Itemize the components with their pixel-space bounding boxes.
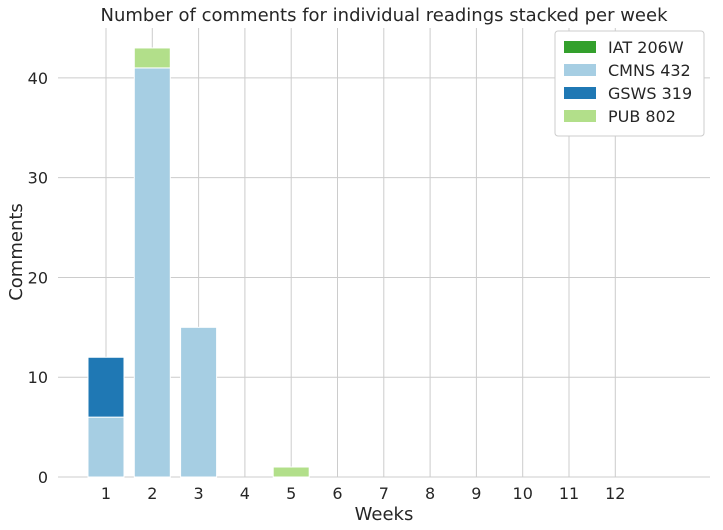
y-tick-label: 20 (28, 268, 48, 287)
y-tick-label: 0 (38, 468, 48, 487)
legend-swatch (564, 41, 596, 53)
y-tick-label: 40 (28, 69, 48, 88)
x-tick-label: 5 (286, 484, 296, 503)
x-tick-label: 2 (147, 484, 157, 503)
legend-label: IAT 206W (608, 38, 684, 57)
legend-label: PUB 802 (608, 107, 676, 126)
legend-swatch (564, 110, 596, 122)
chart-title: Number of comments for individual readin… (100, 5, 668, 26)
bar-segment (87, 356, 125, 418)
y-tick-label: 10 (28, 368, 48, 387)
x-tick-label: 9 (471, 484, 481, 503)
legend-label: CMNS 432 (608, 61, 691, 80)
x-tick-label: 3 (194, 484, 204, 503)
y-axis-label: Comments (6, 203, 27, 301)
x-tick-label: 10 (513, 484, 533, 503)
x-tick-label: 12 (605, 484, 625, 503)
x-tick-label: 11 (559, 484, 579, 503)
legend-box (554, 30, 705, 137)
bar-segment (133, 47, 171, 69)
bar-segment (180, 326, 218, 478)
legend-label: GSWS 319 (608, 84, 692, 103)
x-tick-label: 6 (332, 484, 342, 503)
legend-swatch (564, 87, 596, 99)
x-axis-label: Weeks (355, 504, 414, 525)
legend: IAT 206W CMNS 432 GSWS 319 PUB 802 (554, 30, 705, 137)
x-tick-label: 8 (425, 484, 435, 503)
x-tick-label: 1 (101, 484, 111, 503)
bars (87, 47, 310, 478)
grid (58, 28, 710, 478)
legend-swatch (564, 64, 596, 76)
y-tick-label: 30 (28, 169, 48, 188)
bar-segment (272, 466, 310, 478)
bar-segment (87, 416, 125, 478)
bar-segment (133, 67, 171, 478)
x-tick-label: 4 (240, 484, 250, 503)
x-tick-label: 7 (379, 484, 389, 503)
